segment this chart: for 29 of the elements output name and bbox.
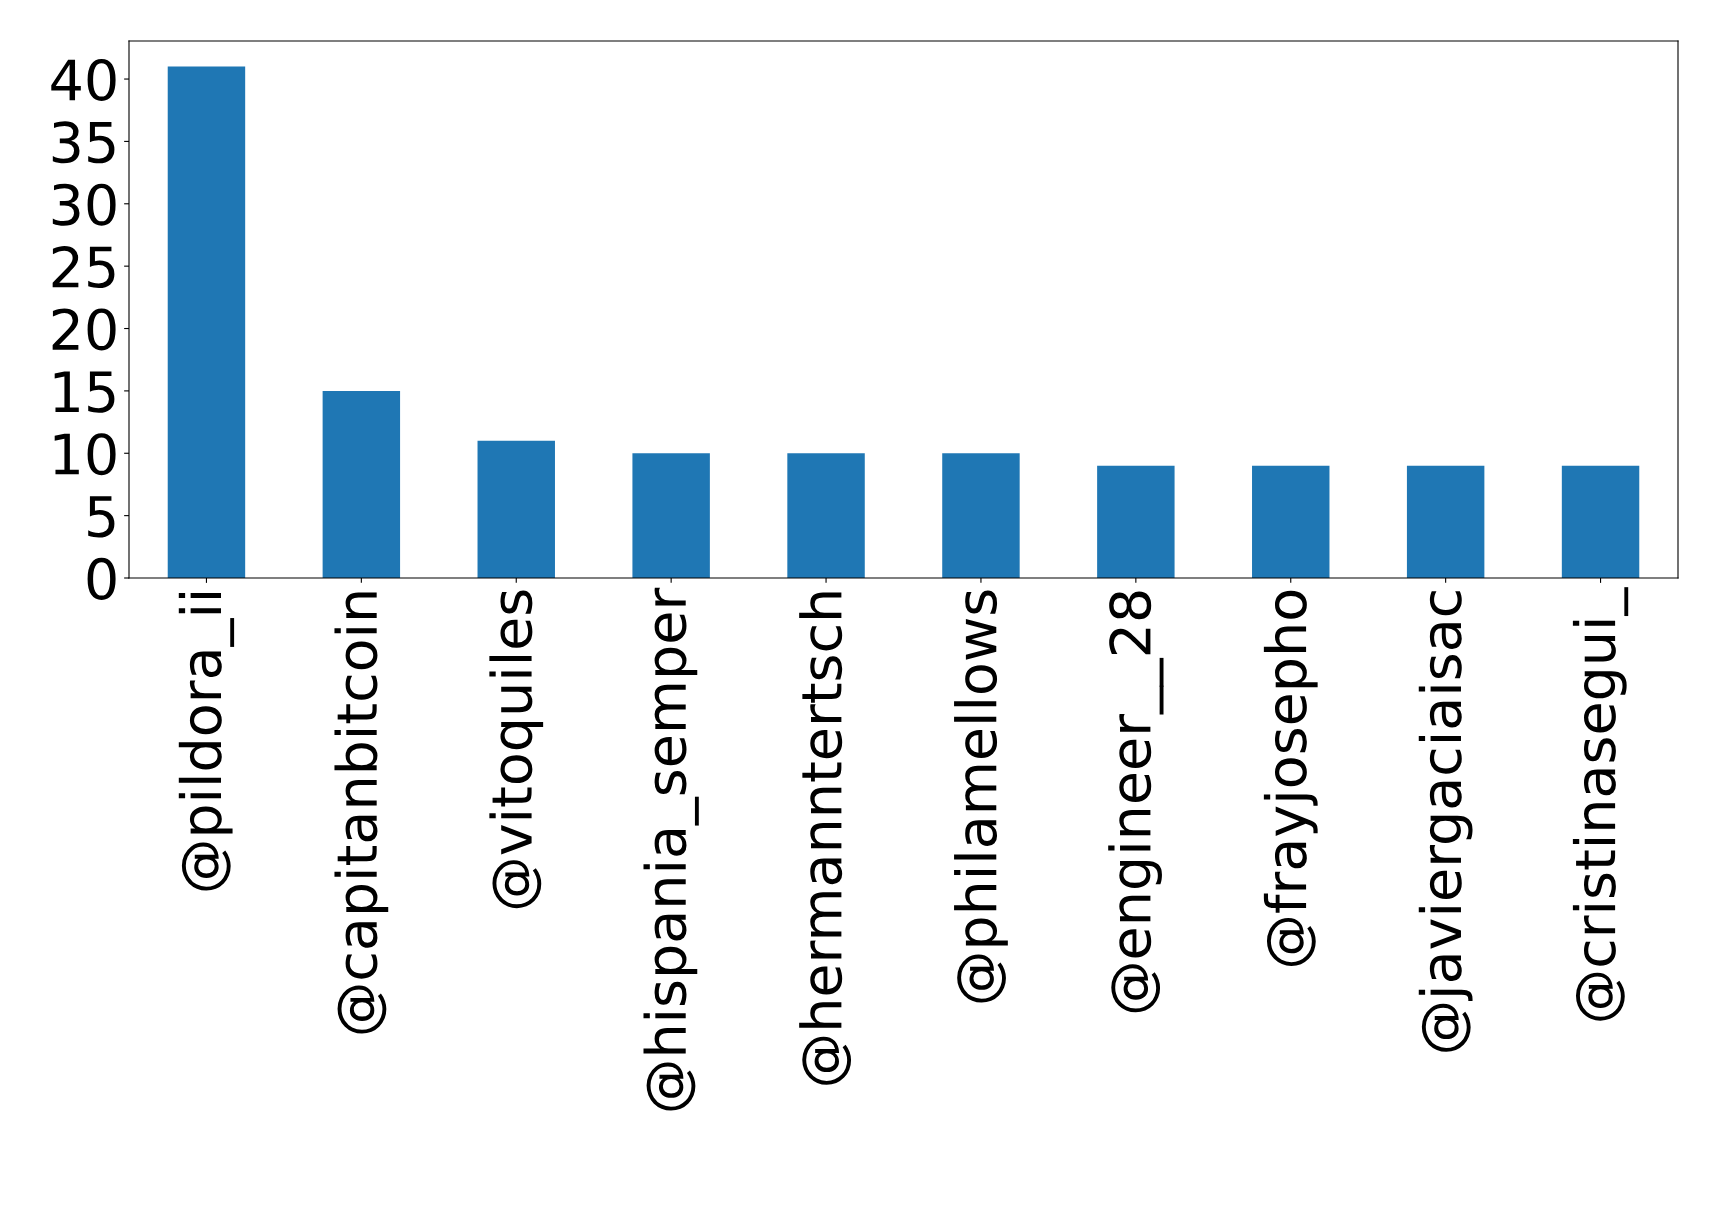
x-tick-label: @capitanbitcoin <box>334 592 389 1034</box>
x-tick-label: @cristinasegui_ <box>1572 587 1629 1021</box>
x-tick-label: @pildora_ii <box>178 592 235 891</box>
bar <box>1406 465 1485 578</box>
bar <box>1561 465 1640 578</box>
y-tick-label: 15 <box>54 371 115 413</box>
y-tick-label: 25 <box>52 246 115 289</box>
y-tick-label: 0 <box>87 557 116 600</box>
y-tick-label: 10 <box>54 433 116 476</box>
bar <box>787 453 865 578</box>
y-tick-label: 5 <box>88 496 115 538</box>
x-tick-label: @hispania_semper <box>643 587 699 1111</box>
bar <box>322 390 401 578</box>
x-tick-label: @philamellows <box>954 590 1008 1003</box>
y-tick-label: 35 <box>52 121 115 164</box>
x-tick-label: @vitoquiles <box>489 590 544 909</box>
bar <box>167 66 246 578</box>
bar <box>477 440 555 578</box>
y-tick-label: 30 <box>52 183 116 226</box>
x-tick-label: @hermanntertsch <box>799 592 852 1085</box>
y-tick-label: 40 <box>51 58 116 101</box>
x-tick-label: @engineer__28 <box>1108 591 1164 1013</box>
x-tick-label: @frayjosepho <box>1263 590 1318 966</box>
y-tick-label: 20 <box>52 308 116 351</box>
bar <box>1252 465 1330 578</box>
bar <box>1097 465 1175 578</box>
bar <box>942 453 1020 578</box>
x-tick-label: @javiergaciaisac <box>1418 591 1473 1052</box>
bar <box>632 453 710 578</box>
